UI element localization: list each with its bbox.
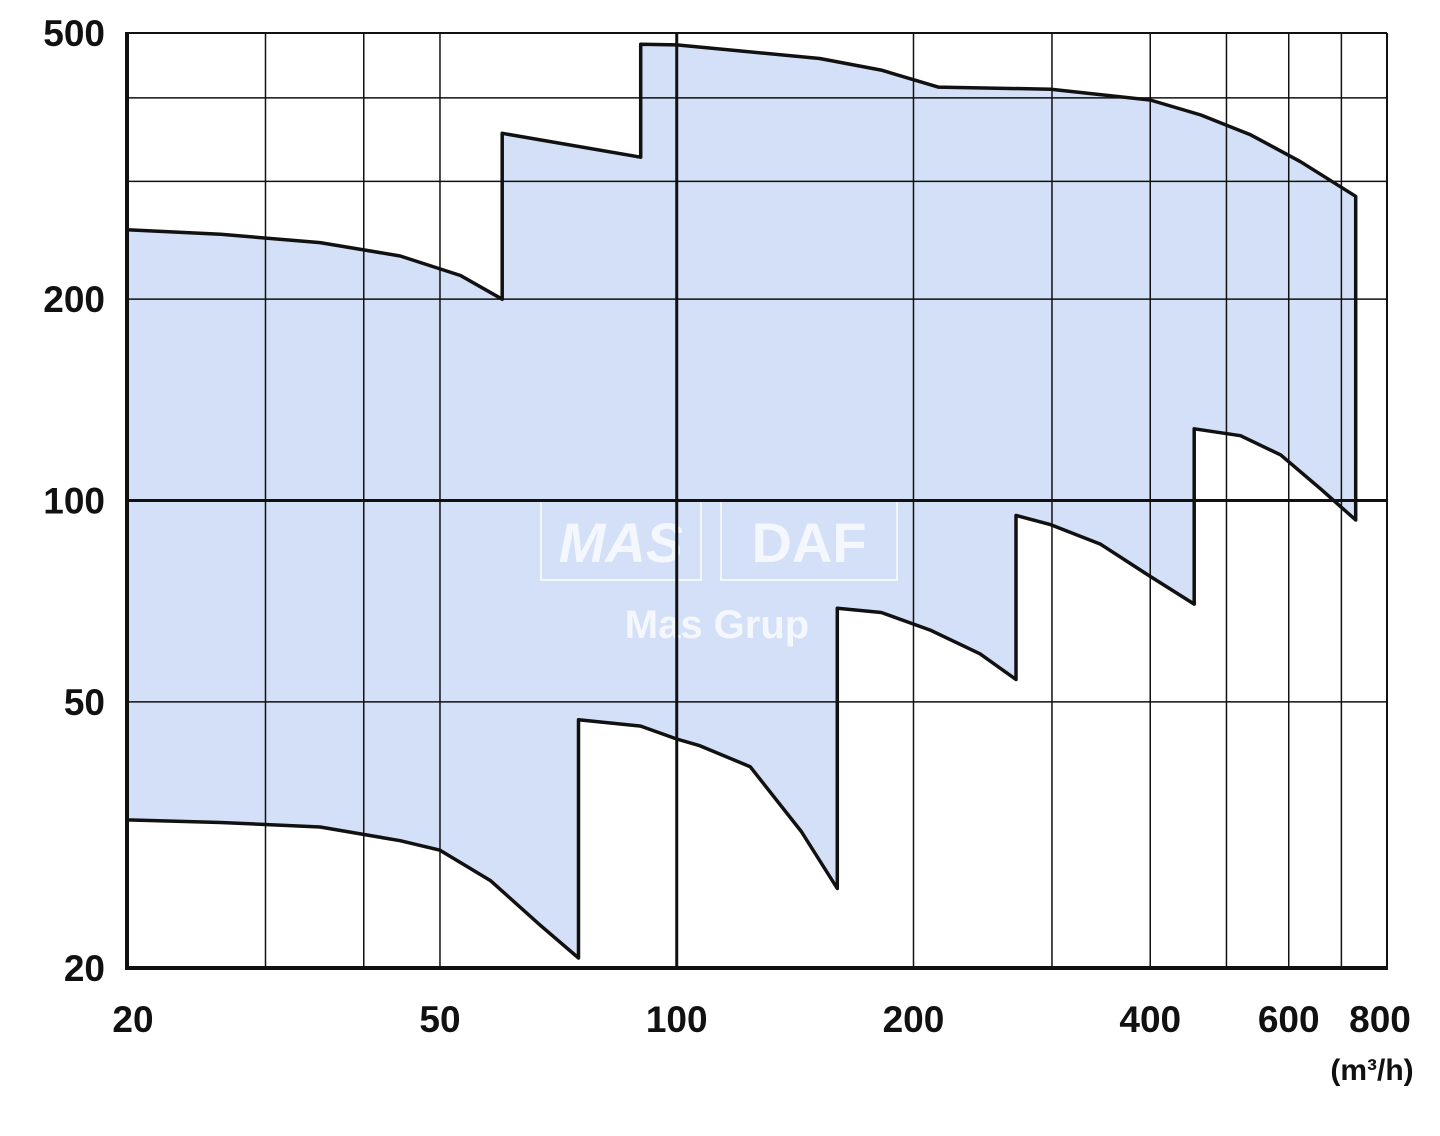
- y-tick-label: 50: [64, 682, 105, 723]
- x-tick-label: 100: [646, 999, 708, 1040]
- watermark-text: Mas Grup: [625, 603, 809, 647]
- x-tick-label: 400: [1119, 999, 1181, 1040]
- x-tick-label: 600: [1258, 999, 1320, 1040]
- x-tick-label: 200: [883, 999, 945, 1040]
- x-unit: (m³/h): [1330, 1054, 1413, 1087]
- y-tick-label: 20: [64, 948, 105, 989]
- x-tick-label: 20: [112, 999, 153, 1040]
- y-tick-label: 500: [43, 13, 105, 54]
- watermark-text: MAS: [559, 511, 683, 574]
- range-outline: [125, 42, 1358, 960]
- x-tick-label: 50: [419, 999, 460, 1040]
- watermark-text: DAF: [751, 511, 866, 574]
- y-tick-label: 200: [43, 279, 105, 320]
- x-tick-label: 800: [1349, 999, 1411, 1040]
- y-tick-label: 100: [43, 481, 105, 522]
